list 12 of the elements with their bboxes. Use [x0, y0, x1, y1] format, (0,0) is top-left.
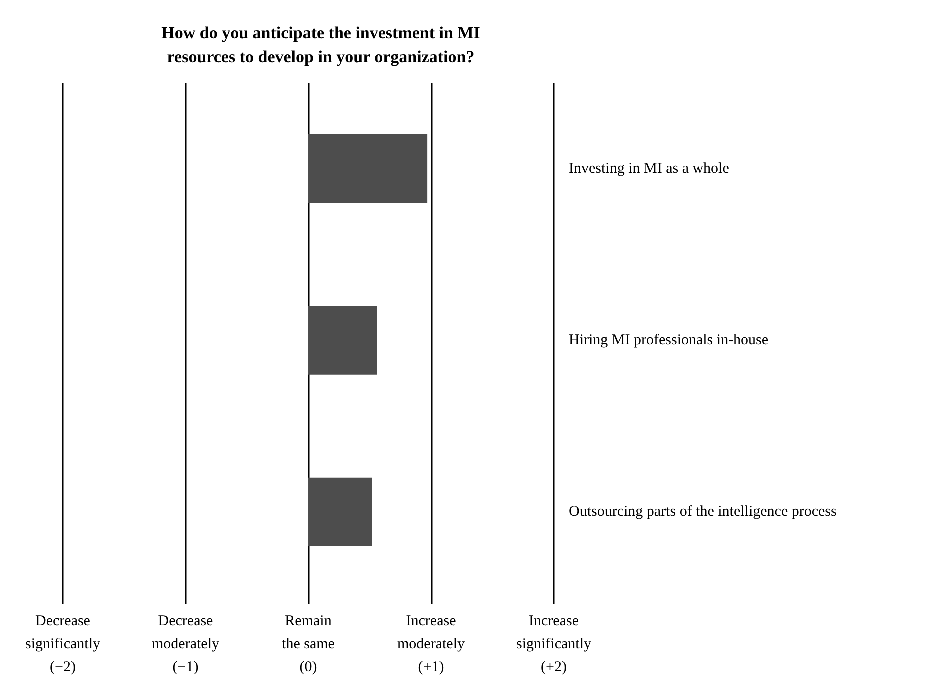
x-tick-label: Increase moderately (+1) [398, 614, 466, 676]
x-tick-label: Increase significantly (+2) [516, 614, 592, 676]
bar [308, 478, 372, 546]
y-tick-label: Outsourcing parts of the intelligence process [569, 504, 837, 520]
x-tick-label: Decrease moderately (−1) [152, 614, 220, 676]
y-tick-label: Investing in MI as a whole [569, 160, 730, 177]
y-tick-label: Hiring MI professionals in-house [569, 332, 769, 348]
bar [308, 134, 428, 204]
x-tick-label: Remain the same (0) [282, 614, 336, 676]
bar [308, 306, 378, 375]
chart-title: How do you anticipate the investment in MI resources to develop in your organization? [162, 24, 481, 66]
x-tick-label: Decrease significantly (−2) [26, 614, 101, 676]
